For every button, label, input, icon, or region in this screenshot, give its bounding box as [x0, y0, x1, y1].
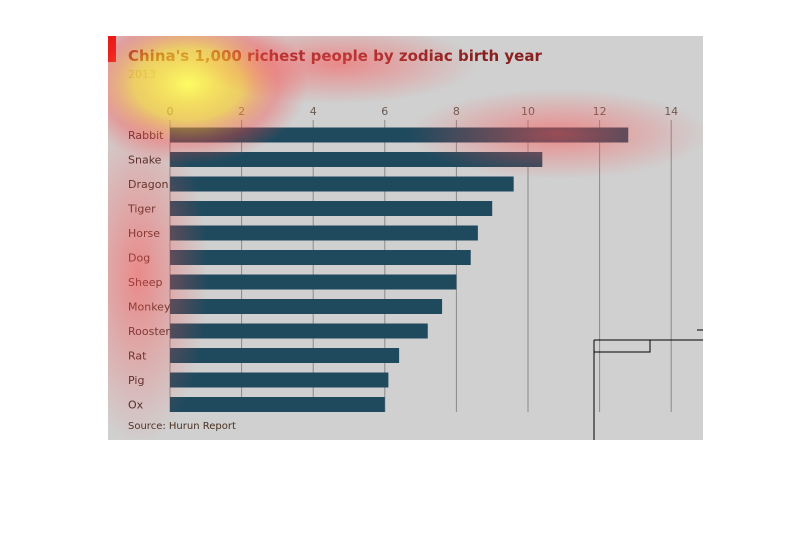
category-label: Rat [128, 350, 147, 363]
x-tick-label: 2 [238, 105, 245, 118]
bar-dragon [170, 176, 514, 192]
category-label: Horse [128, 227, 160, 240]
category-label: Dragon [128, 178, 168, 191]
bar-rabbit [170, 127, 629, 143]
bar-dog [170, 250, 471, 265]
x-tick-label: 4 [310, 105, 317, 118]
category-label: Monkey [128, 301, 171, 314]
category-label: Dog [128, 252, 150, 265]
bar-ox [170, 397, 385, 412]
bar-snake [170, 152, 543, 167]
x-tick-labels: 0 2 4 6 8 10 12 14 [167, 105, 679, 118]
bar-rooster [170, 323, 428, 339]
bars [170, 127, 629, 412]
x-tick-label: 10 [521, 105, 535, 118]
category-labels: Rabbit Snake Dragon Tiger Horse Dog Sheep Monke… [127, 129, 171, 412]
bar-monkey [170, 299, 443, 314]
bar-tiger [170, 201, 493, 216]
x-tick-label: 8 [453, 105, 460, 118]
category-label: Snake [128, 154, 162, 167]
category-label: Sheep [128, 276, 162, 289]
bar-horse [170, 225, 478, 241]
x-tick-label: 6 [381, 105, 388, 118]
x-tick-label: 0 [167, 105, 174, 118]
chart-subtitle: 2013 [128, 68, 156, 81]
bar-sheep [170, 274, 457, 290]
x-tick-label: 12 [593, 105, 607, 118]
x-tick-label: 14 [664, 105, 678, 118]
category-label: Tiger [127, 203, 156, 216]
category-label: Pig [128, 374, 144, 387]
bar-rat [170, 348, 400, 363]
chart-source: Source: Hurun Report [128, 421, 236, 432]
bar-pig [170, 372, 389, 388]
overlay-artifact [593, 329, 703, 440]
category-label: Rooster [128, 325, 170, 338]
chart-title: China's 1,000 richest people by zodiac b… [128, 47, 542, 65]
category-label: Ox [128, 399, 144, 412]
category-label: Rabbit [128, 129, 164, 142]
